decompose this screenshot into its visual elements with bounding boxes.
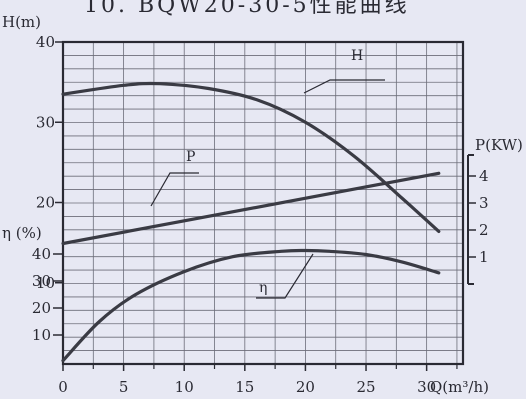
power-tick-label: 3 [479, 194, 489, 212]
head-tick-label: 40 [36, 33, 55, 51]
efficiency-tick-label: 30 [32, 272, 51, 290]
leader-h [303, 79, 385, 94]
head-tick-label: 30 [36, 113, 55, 131]
curves [61, 81, 441, 363]
x-tick-label: 10 [175, 378, 194, 396]
x-tick-label: 0 [58, 378, 68, 396]
efficiency-curve [61, 248, 441, 363]
grid [63, 42, 463, 364]
series-label-h: H [351, 48, 363, 64]
power-curve [61, 171, 441, 246]
tick-marks [53, 41, 476, 371]
x-tick-label: 20 [296, 378, 315, 396]
series-label-eta: η [259, 280, 267, 296]
power-axis-label: P(KW) [475, 136, 523, 154]
efficiency-tick-label: 20 [32, 299, 51, 317]
leader-eta [256, 253, 314, 299]
series-label-p: P [186, 149, 195, 165]
efficiency-tick-label: 40 [32, 245, 51, 263]
head-curve [61, 81, 441, 233]
x-tick-label: 15 [235, 378, 254, 396]
chart-title: 10. BQW20-30-5性能曲线 [84, 0, 410, 18]
head-tick-label: 20 [36, 194, 55, 212]
flow-axis-label: Q(m³/h) [430, 378, 489, 396]
power-tick-label: 2 [479, 221, 489, 239]
x-tick-label: 25 [356, 378, 375, 396]
head-axis-label: H(m) [2, 13, 41, 31]
curve-leaders [150, 79, 385, 299]
head-tick-label: 10 [36, 274, 55, 292]
power-tick-label: 4 [479, 167, 489, 185]
x-tick-label: 30 [417, 378, 436, 396]
x-tick-label: 5 [119, 378, 129, 396]
efficiency-axis-label: η (%) [2, 224, 42, 242]
efficiency-tick-label: 10 [32, 326, 51, 344]
power-tick-label: 1 [479, 248, 489, 266]
leader-p [150, 172, 199, 207]
